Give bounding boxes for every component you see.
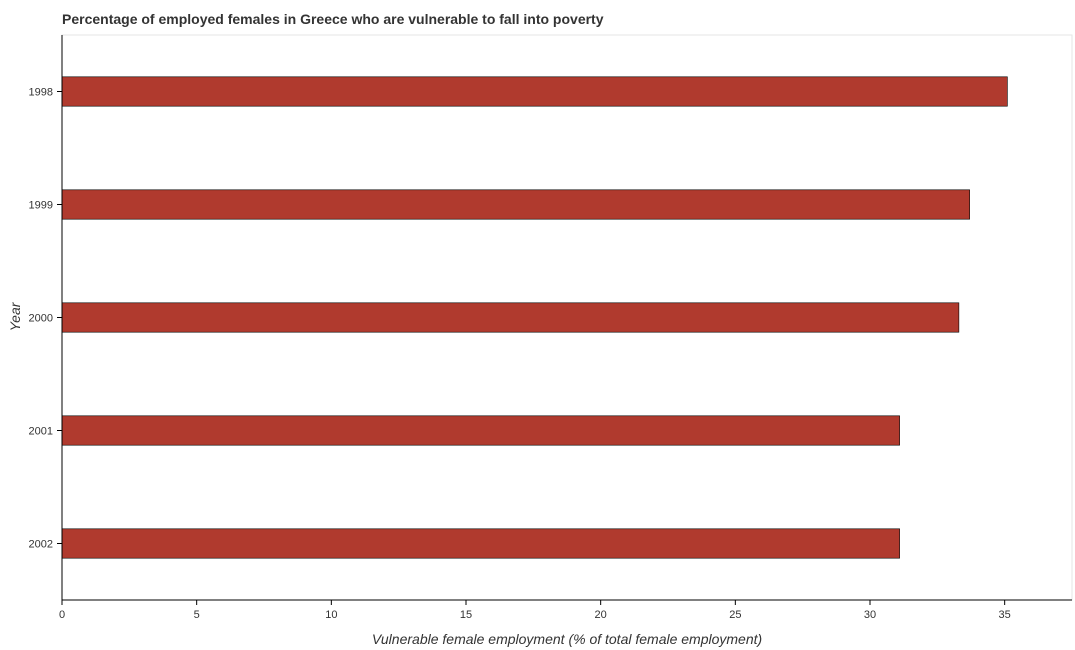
- bar-1999: [61, 189, 970, 220]
- x-tick-label: 35: [999, 609, 1011, 621]
- y-tick-label: 1999: [29, 200, 53, 212]
- x-axis-ticks: 0 5 10 15 20 25 30 35: [59, 600, 1011, 621]
- x-tick-label: 0: [59, 609, 65, 621]
- bars-group: [61, 76, 1008, 559]
- y-tick-label: 2000: [29, 313, 53, 325]
- chart-title: Percentage of employed females in Greece…: [62, 11, 604, 27]
- y-axis-ticks: 1998 1999 2000 2001 2002: [29, 87, 62, 551]
- x-tick-label: 30: [864, 609, 876, 621]
- bar-2002: [61, 528, 900, 559]
- bar-2000: [61, 302, 960, 333]
- y-tick-label: 1998: [29, 87, 53, 99]
- y-tick-label: 2001: [29, 426, 53, 438]
- x-tick-label: 20: [595, 609, 607, 621]
- x-tick-label: 5: [194, 609, 200, 621]
- y-tick-label: 2002: [29, 539, 53, 551]
- y-axis-label: Year: [7, 301, 23, 331]
- x-tick-label: 10: [325, 609, 337, 621]
- x-axis-label: Vulnerable female employment (% of total…: [372, 631, 762, 647]
- bar-1998: [61, 76, 1008, 107]
- x-tick-label: 15: [460, 609, 472, 621]
- bar-2001: [61, 415, 900, 446]
- x-tick-label: 25: [729, 609, 741, 621]
